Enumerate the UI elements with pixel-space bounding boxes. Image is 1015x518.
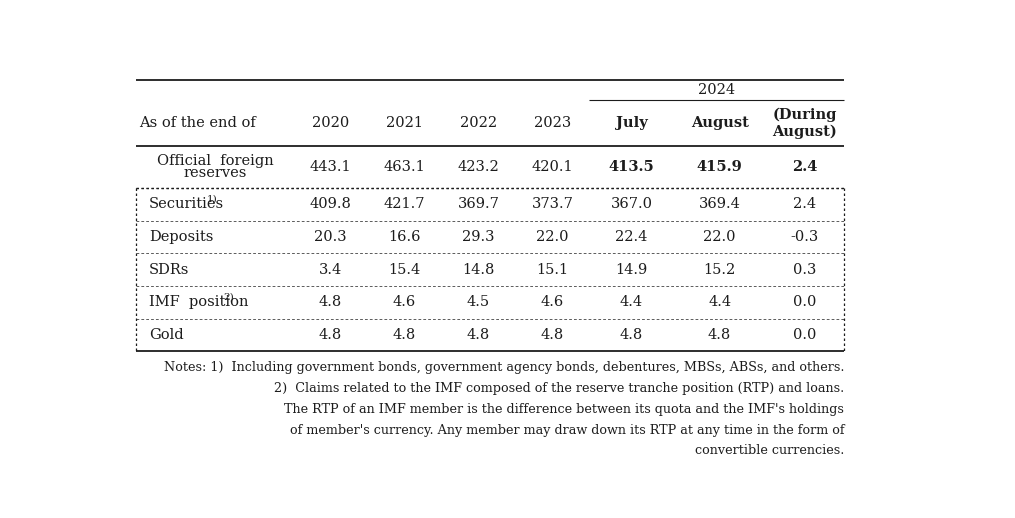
- Text: 15.1: 15.1: [536, 263, 568, 277]
- Text: (During
August): (During August): [772, 107, 837, 138]
- Text: reserves: reserves: [184, 166, 247, 180]
- Text: 4.4: 4.4: [708, 295, 731, 309]
- Text: 4.4: 4.4: [620, 295, 644, 309]
- Text: 4.6: 4.6: [393, 295, 416, 309]
- Text: IMF  position: IMF position: [149, 295, 249, 309]
- Text: convertible currencies.: convertible currencies.: [647, 444, 844, 457]
- Text: 15.2: 15.2: [703, 263, 736, 277]
- Text: 0.0: 0.0: [794, 328, 817, 342]
- Text: 4.8: 4.8: [319, 295, 342, 309]
- Text: 3.4: 3.4: [319, 263, 342, 277]
- Text: 2.4: 2.4: [793, 160, 818, 174]
- Text: 2.4: 2.4: [794, 197, 816, 211]
- Text: 0.3: 0.3: [794, 263, 817, 277]
- Text: Notes: 1)  Including government bonds, government agency bonds, debentures, MBSs: Notes: 1) Including government bonds, go…: [163, 362, 844, 375]
- Text: 420.1: 420.1: [532, 160, 573, 174]
- Text: 413.5: 413.5: [609, 160, 655, 174]
- Text: 421.7: 421.7: [384, 197, 425, 211]
- Text: Deposits: Deposits: [149, 230, 213, 244]
- Text: As of the end of: As of the end of: [139, 116, 256, 130]
- Text: 4.6: 4.6: [541, 295, 564, 309]
- Text: 423.2: 423.2: [458, 160, 499, 174]
- Text: The RTP of an IMF member is the difference between its quota and the IMF's holdi: The RTP of an IMF member is the differen…: [236, 403, 844, 416]
- Text: 2024: 2024: [698, 83, 736, 97]
- Text: 4.8: 4.8: [467, 328, 490, 342]
- Text: Official  foreign: Official foreign: [156, 154, 273, 168]
- Text: 463.1: 463.1: [384, 160, 425, 174]
- Text: 2021: 2021: [386, 116, 423, 130]
- Text: 2): 2): [223, 293, 234, 301]
- Text: 29.3: 29.3: [462, 230, 494, 244]
- Text: 2022: 2022: [460, 116, 497, 130]
- Text: 16.6: 16.6: [389, 230, 421, 244]
- Text: 14.8: 14.8: [462, 263, 494, 277]
- Text: August: August: [690, 116, 748, 130]
- Text: 2)  Claims related to the IMF composed of the reserve tranche position (RTP) and: 2) Claims related to the IMF composed of…: [246, 382, 844, 395]
- Text: Securities: Securities: [149, 197, 224, 211]
- Text: 14.9: 14.9: [615, 263, 648, 277]
- Text: 373.7: 373.7: [532, 197, 573, 211]
- Text: 2020: 2020: [312, 116, 349, 130]
- Text: 0.0: 0.0: [794, 295, 817, 309]
- Text: 4.8: 4.8: [708, 328, 731, 342]
- Text: 443.1: 443.1: [310, 160, 351, 174]
- Text: 415.9: 415.9: [696, 160, 742, 174]
- Text: July: July: [616, 116, 648, 130]
- Text: 409.8: 409.8: [310, 197, 351, 211]
- Text: 15.4: 15.4: [389, 263, 420, 277]
- Text: 20.3: 20.3: [315, 230, 347, 244]
- Text: 4.5: 4.5: [467, 295, 490, 309]
- Text: 369.7: 369.7: [458, 197, 499, 211]
- Text: SDRs: SDRs: [149, 263, 189, 277]
- Text: 22.0: 22.0: [703, 230, 736, 244]
- Text: of member's currency. Any member may draw down its RTP at any time in the form o: of member's currency. Any member may dra…: [242, 424, 844, 437]
- Text: 4.8: 4.8: [620, 328, 644, 342]
- Text: -0.3: -0.3: [791, 230, 819, 244]
- Text: 4.8: 4.8: [541, 328, 564, 342]
- Text: 4.8: 4.8: [393, 328, 416, 342]
- Text: 2023: 2023: [534, 116, 571, 130]
- Text: 22.0: 22.0: [536, 230, 568, 244]
- Text: 22.4: 22.4: [615, 230, 648, 244]
- Text: 369.4: 369.4: [698, 197, 741, 211]
- Text: Gold: Gold: [149, 328, 184, 342]
- Text: 4.8: 4.8: [319, 328, 342, 342]
- Text: 367.0: 367.0: [610, 197, 653, 211]
- Text: 1): 1): [206, 194, 217, 204]
